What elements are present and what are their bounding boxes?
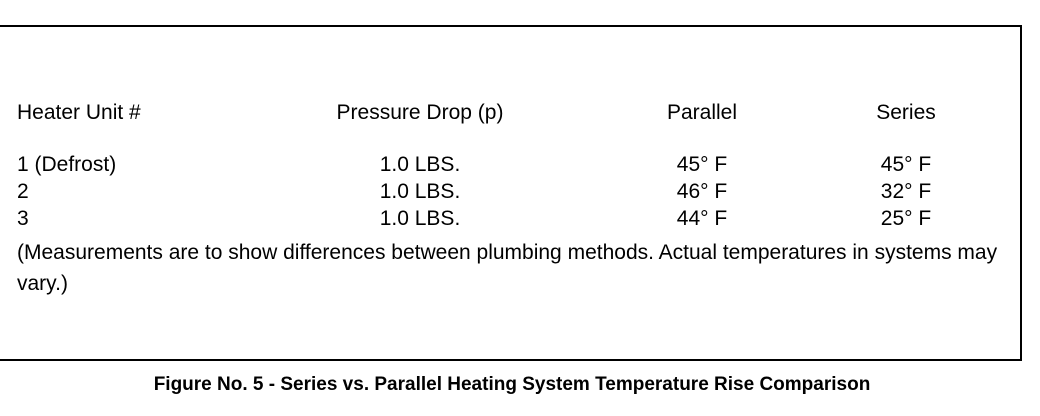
table-cell: 44° F bbox=[676, 207, 728, 230]
table-cell: 1.0 LBS. bbox=[379, 180, 461, 203]
table-cell: 1.0 LBS. bbox=[379, 207, 461, 230]
figure-caption: Figure No. 5 - Series vs. Parallel Heati… bbox=[153, 374, 871, 395]
table-cell: 45° F bbox=[676, 153, 728, 176]
table-cell: 25° F bbox=[880, 207, 932, 230]
column-header: Pressure Drop (p) bbox=[336, 101, 504, 124]
table-cell: 3 bbox=[17, 207, 29, 230]
column-header: Series bbox=[876, 101, 936, 124]
table-cell: 2 bbox=[17, 180, 29, 203]
column-header: Heater Unit # bbox=[17, 101, 141, 124]
table-note: (Measurements are to show differences be… bbox=[17, 241, 998, 295]
table-cell: 1.0 LBS. bbox=[379, 153, 461, 176]
table-cell: 1 (Defrost) bbox=[17, 153, 117, 176]
table-cell: 45° F bbox=[880, 153, 932, 176]
table-frame bbox=[0, 25, 1022, 361]
column-header: Parallel bbox=[666, 101, 738, 124]
table-cell: 32° F bbox=[880, 180, 932, 203]
table-cell: 46° F bbox=[676, 180, 728, 203]
